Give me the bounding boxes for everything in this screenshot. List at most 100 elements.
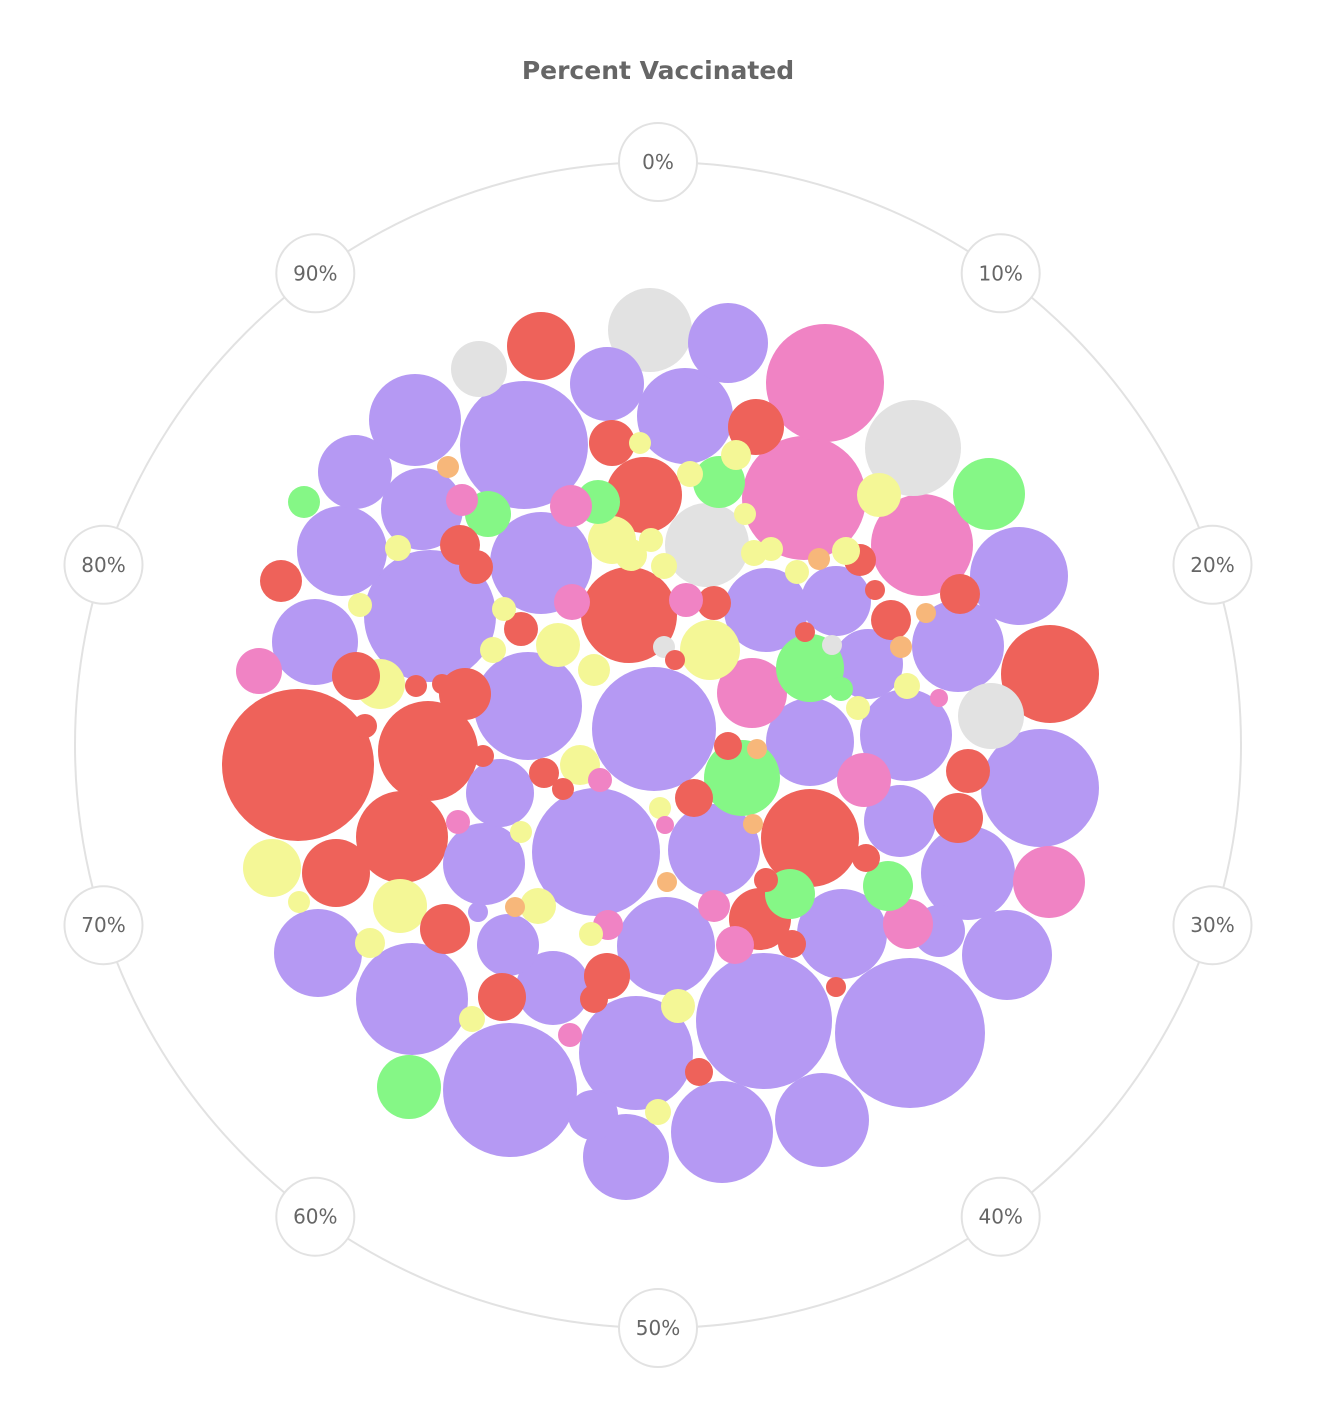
bubble-green[interactable] — [863, 861, 913, 911]
bubble-yellow[interactable] — [677, 461, 703, 487]
bubble-red[interactable] — [778, 930, 806, 958]
bubble-purple[interactable] — [801, 566, 871, 636]
bubble-pink[interactable] — [656, 816, 674, 834]
bubble-purple[interactable] — [468, 902, 488, 922]
bubble-red[interactable] — [852, 844, 880, 872]
bubble-red[interactable] — [728, 399, 784, 455]
bubble-yellow[interactable] — [759, 537, 783, 561]
bubble-orange[interactable] — [808, 548, 830, 570]
bubble-purple[interactable] — [981, 729, 1099, 847]
bubble-yellow[interactable] — [846, 696, 870, 720]
bubble-purple[interactable] — [833, 629, 903, 699]
bubble-purple[interactable] — [637, 368, 733, 464]
bubble-yellow[interactable] — [649, 797, 671, 819]
bubble-purple[interactable] — [797, 889, 887, 979]
bubble-purple[interactable] — [617, 897, 715, 995]
bubble-pink[interactable] — [1013, 846, 1085, 918]
bubble-red[interactable] — [580, 985, 608, 1013]
bubble-red[interactable] — [865, 580, 885, 600]
bubble-yellow[interactable] — [734, 503, 756, 525]
bubble-purple[interactable] — [835, 958, 985, 1108]
bubble-red[interactable] — [405, 675, 427, 697]
bubble-red[interactable] — [761, 789, 859, 887]
bubble-purple[interactable] — [369, 374, 461, 466]
bubble-pink[interactable] — [554, 584, 590, 620]
bubble-red[interactable] — [946, 749, 990, 793]
bubble-purple[interactable] — [532, 788, 660, 916]
bubble-red[interactable] — [675, 779, 713, 817]
bubble-red[interactable] — [871, 600, 911, 640]
bubble-yellow[interactable] — [480, 637, 506, 663]
bubble-red[interactable] — [260, 560, 302, 602]
bubble-pink[interactable] — [558, 1023, 582, 1047]
bubble-red[interactable] — [529, 758, 559, 788]
bubble-red[interactable] — [697, 586, 731, 620]
bubble-red[interactable] — [420, 904, 470, 954]
bubble-red[interactable] — [1001, 625, 1099, 723]
bubble-red[interactable] — [665, 650, 685, 670]
bubble-red[interactable] — [356, 791, 448, 883]
bubble-purple[interactable] — [864, 785, 936, 857]
bubble-yellow[interactable] — [578, 654, 610, 686]
bubble-red[interactable] — [459, 550, 493, 584]
bubble-pink[interactable] — [588, 768, 612, 792]
bubble-purple[interactable] — [466, 759, 534, 827]
bubble-purple[interactable] — [568, 1090, 618, 1140]
bubble-purple[interactable] — [364, 550, 496, 682]
bubble-purple[interactable] — [297, 506, 387, 596]
bubble-red[interactable] — [581, 567, 677, 663]
bubble-pink[interactable] — [669, 583, 703, 617]
bubble-pink[interactable] — [742, 436, 866, 560]
bubble-pink[interactable] — [871, 494, 973, 596]
bubble-grey[interactable] — [822, 635, 842, 655]
bubble-yellow[interactable] — [721, 440, 751, 470]
bubble-red[interactable] — [714, 732, 742, 760]
bubble-red[interactable] — [940, 574, 980, 614]
bubble-red[interactable] — [478, 973, 526, 1021]
bubble-red[interactable] — [504, 612, 538, 646]
bubble-yellow[interactable] — [536, 623, 580, 667]
bubble-pink[interactable] — [716, 926, 754, 964]
bubble-purple[interactable] — [912, 600, 1004, 692]
bubble-red[interactable] — [589, 420, 635, 466]
bubble-red[interactable] — [353, 714, 377, 738]
bubble-pink[interactable] — [883, 899, 933, 949]
bubble-purple[interactable] — [474, 652, 582, 760]
bubble-purple[interactable] — [592, 667, 716, 791]
bubble-grey[interactable] — [958, 683, 1024, 749]
bubble-grey[interactable] — [451, 341, 507, 397]
bubble-purple[interactable] — [860, 689, 952, 781]
bubble-purple[interactable] — [274, 909, 362, 997]
bubble-yellow[interactable] — [492, 597, 516, 621]
bubble-red[interactable] — [754, 868, 778, 892]
bubble-red[interactable] — [933, 793, 983, 843]
bubble-red[interactable] — [222, 689, 374, 841]
bubble-red[interactable] — [552, 778, 574, 800]
bubble-purple[interactable] — [766, 698, 854, 786]
bubble-pink[interactable] — [446, 810, 470, 834]
bubble-purple[interactable] — [775, 1073, 869, 1167]
bubble-red[interactable] — [332, 652, 380, 700]
bubble-yellow[interactable] — [373, 879, 427, 933]
bubble-yellow[interactable] — [651, 553, 677, 579]
bubble-pink[interactable] — [550, 485, 592, 527]
bubble-red[interactable] — [378, 701, 478, 801]
bubble-yellow[interactable] — [520, 888, 556, 924]
bubble-orange[interactable] — [747, 739, 767, 759]
bubble-red[interactable] — [472, 745, 494, 767]
bubble-yellow[interactable] — [832, 537, 860, 565]
bubble-pink[interactable] — [930, 689, 948, 707]
bubble-yellow[interactable] — [680, 620, 740, 680]
bubble-red[interactable] — [826, 977, 846, 997]
bubble-red[interactable] — [439, 668, 491, 720]
bubble-yellow[interactable] — [348, 593, 372, 617]
bubble-yellow[interactable] — [785, 560, 809, 584]
bubble-purple[interactable] — [443, 1023, 577, 1157]
bubble-purple[interactable] — [516, 951, 590, 1025]
bubble-yellow[interactable] — [629, 432, 651, 454]
bubble-purple[interactable] — [970, 527, 1068, 625]
bubble-orange[interactable] — [505, 897, 525, 917]
bubble-purple[interactable] — [318, 435, 392, 509]
bubble-red[interactable] — [685, 1058, 713, 1086]
bubble-red[interactable] — [302, 839, 370, 907]
